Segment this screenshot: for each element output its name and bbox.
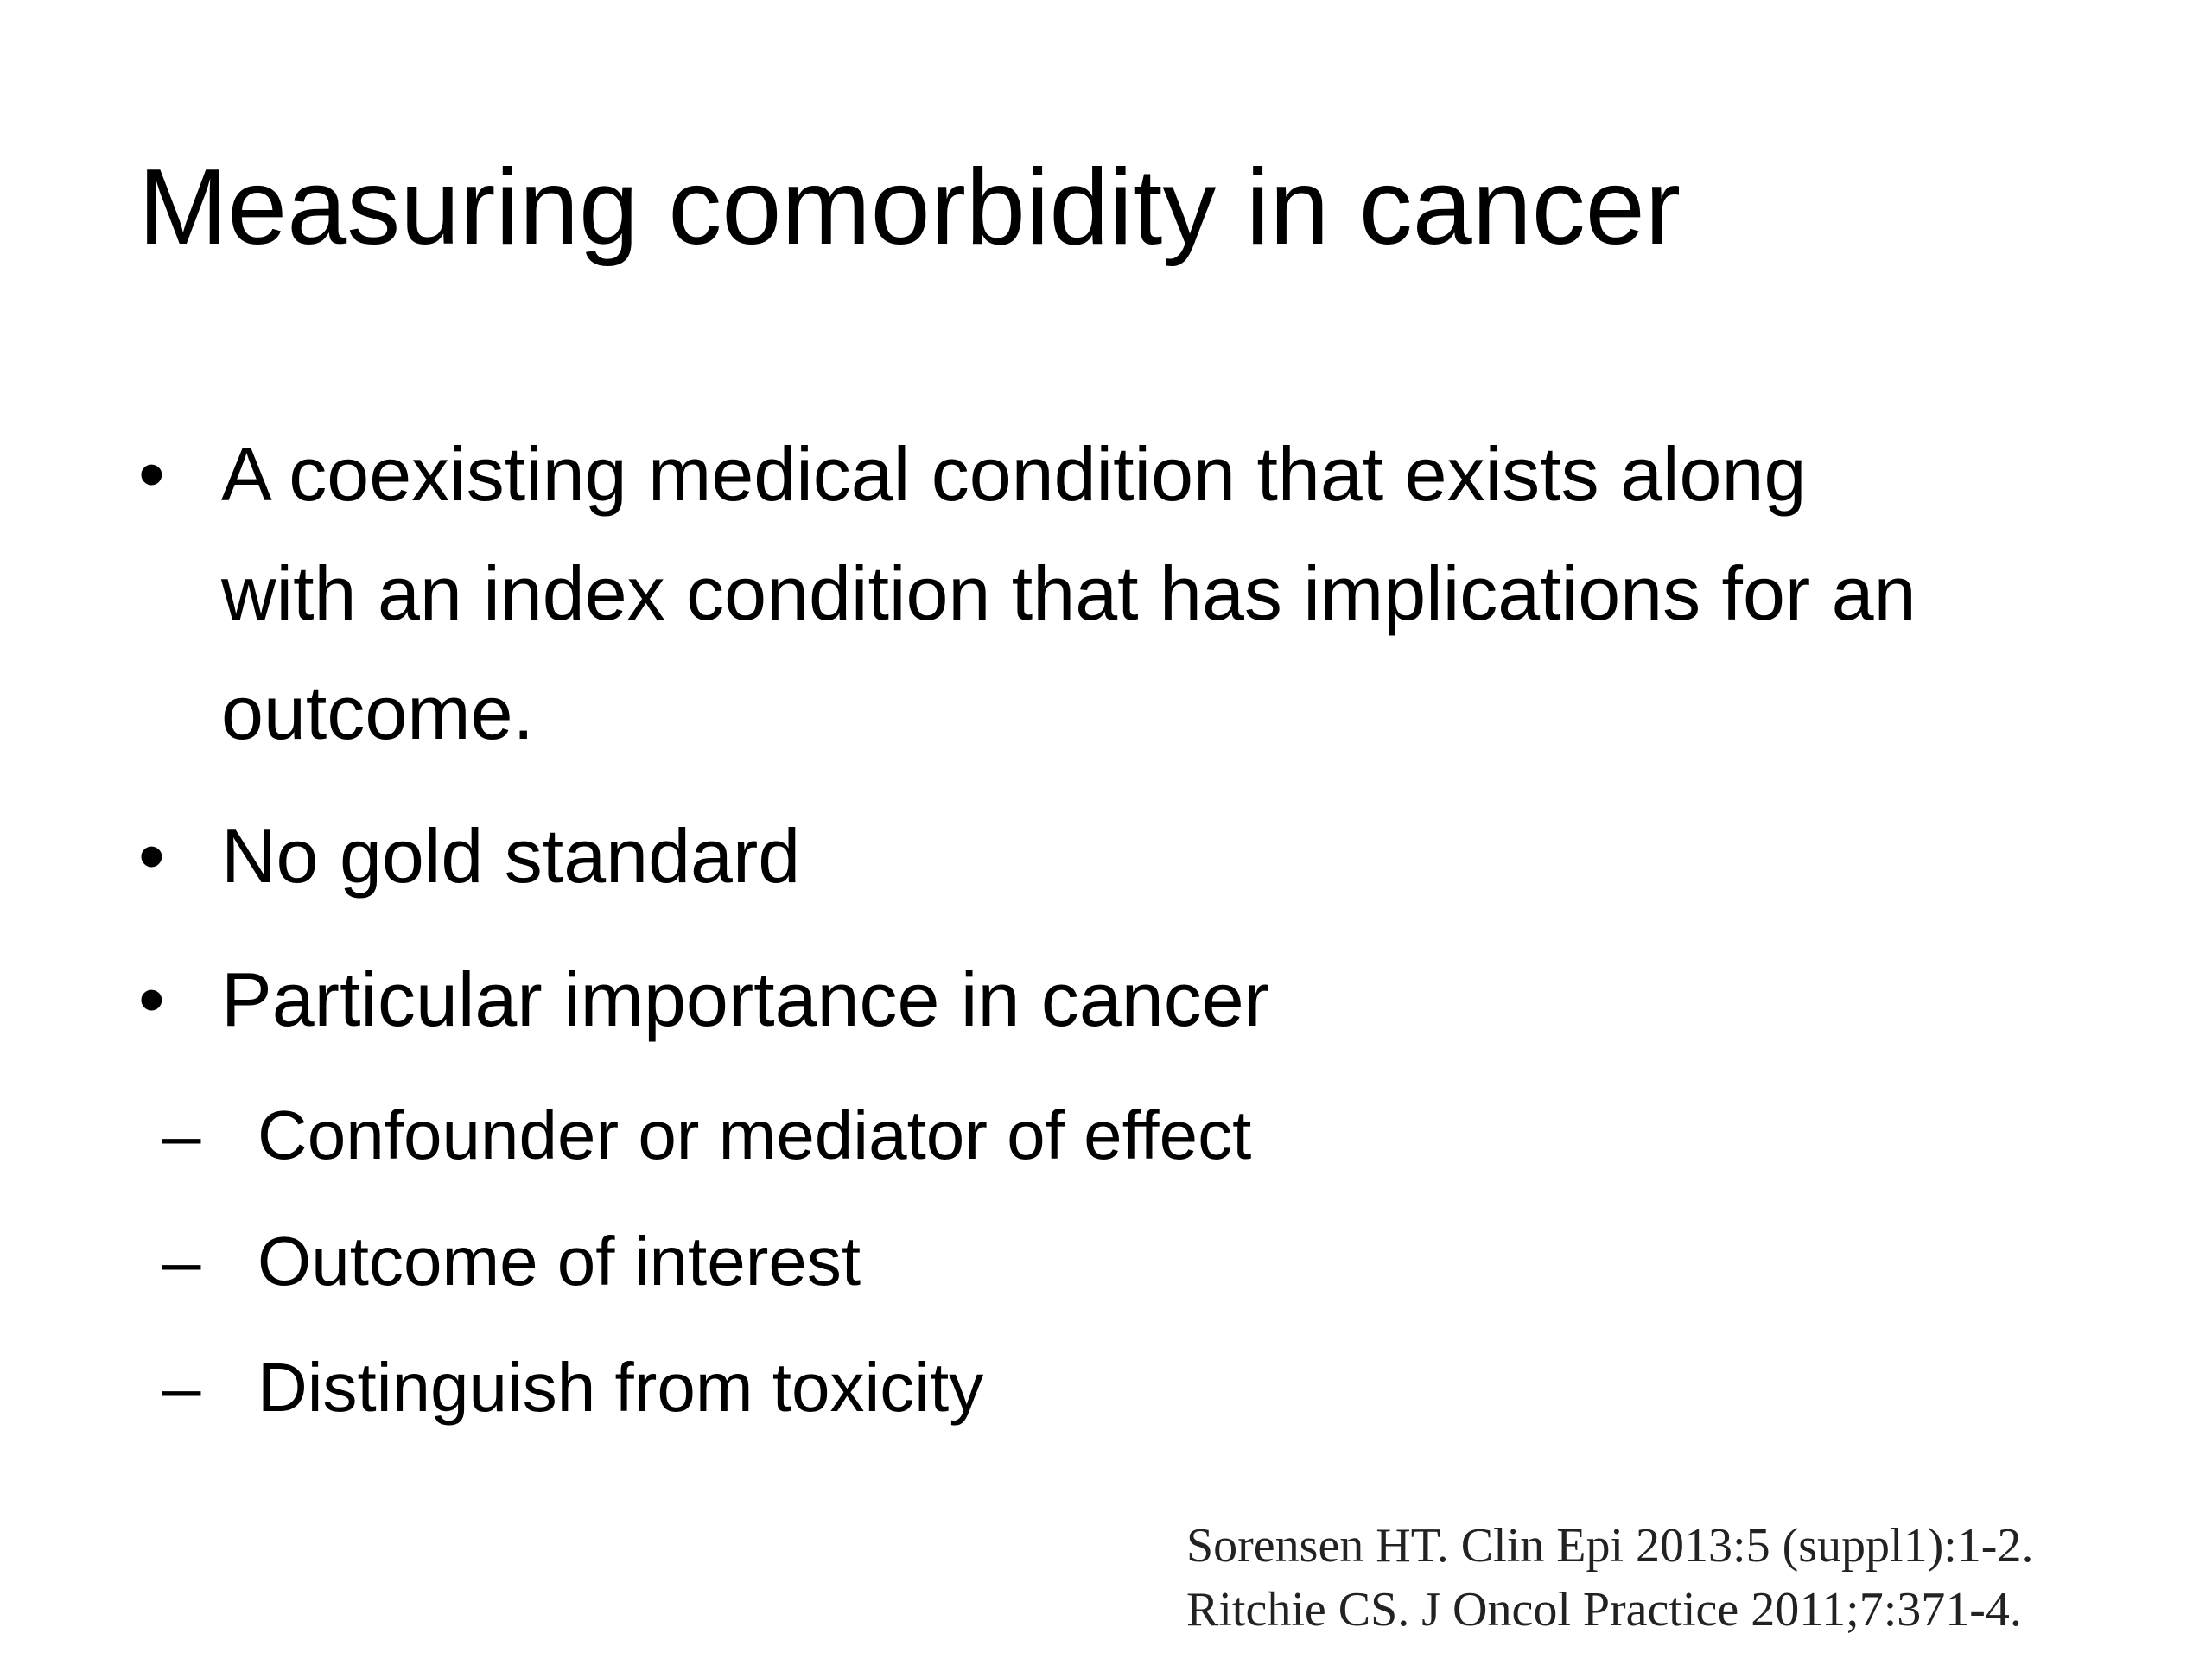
bullet-list: A coexisting medical condition that exis… bbox=[138, 415, 2039, 1462]
sub-bullet: Distinguish from toxicity bbox=[162, 1336, 2039, 1440]
references: Sorensen HT. Clin Epi 2013:5 (suppl1):1-… bbox=[1186, 1514, 2033, 1642]
bullet: No gold standard bbox=[138, 797, 1949, 916]
sub-bullet: Confounder or mediator of effect bbox=[162, 1084, 2039, 1187]
reference: Ritchie CS. J Oncol Practice 2011;7:371-… bbox=[1186, 1583, 2022, 1637]
bullet: A coexisting medical condition that exis… bbox=[138, 415, 1949, 772]
bullet: Particular importance in cancer bbox=[138, 940, 1949, 1059]
sub-bullet: Outcome of interest bbox=[162, 1210, 2039, 1313]
sub-bullet-list: Confounder or mediator of effect Outcome … bbox=[138, 1084, 2039, 1440]
slide-title: Measuring comorbidity in cancer bbox=[138, 148, 1681, 267]
reference: Sorensen HT. Clin Epi 2013:5 (suppl1):1-… bbox=[1186, 1519, 2034, 1573]
